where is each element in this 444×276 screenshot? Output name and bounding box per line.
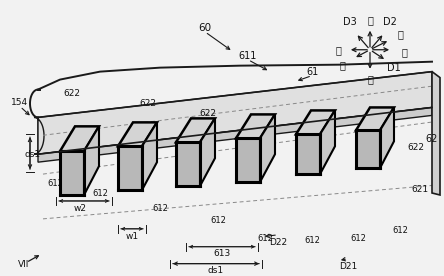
Text: VII: VII <box>18 260 29 269</box>
Text: 左: 左 <box>335 45 341 55</box>
Text: 622: 622 <box>408 143 424 152</box>
Polygon shape <box>236 138 260 182</box>
Text: 下: 下 <box>367 75 373 84</box>
Polygon shape <box>320 110 335 174</box>
Polygon shape <box>200 118 215 186</box>
Text: D2: D2 <box>383 17 397 27</box>
Text: 612: 612 <box>392 226 408 235</box>
Polygon shape <box>60 126 99 151</box>
Polygon shape <box>296 134 320 174</box>
Text: 612: 612 <box>350 234 366 243</box>
Text: 前: 前 <box>339 61 345 71</box>
Polygon shape <box>84 126 99 195</box>
Text: 后: 后 <box>397 29 403 39</box>
Text: 622: 622 <box>366 133 384 142</box>
Text: 623: 623 <box>255 123 273 132</box>
Polygon shape <box>38 72 432 154</box>
Text: 154: 154 <box>12 98 28 107</box>
Text: 621: 621 <box>412 185 428 193</box>
Text: ds1: ds1 <box>208 266 224 275</box>
Polygon shape <box>118 122 157 146</box>
Polygon shape <box>380 107 394 168</box>
Polygon shape <box>34 117 44 154</box>
Text: 613: 613 <box>214 249 230 258</box>
Polygon shape <box>38 107 432 162</box>
Polygon shape <box>142 122 157 190</box>
Text: 612: 612 <box>304 236 320 245</box>
Text: D22: D22 <box>269 238 287 247</box>
Text: 622: 622 <box>254 117 270 126</box>
Polygon shape <box>260 115 275 182</box>
Text: 62: 62 <box>426 134 438 144</box>
Polygon shape <box>432 72 440 195</box>
Polygon shape <box>236 115 275 138</box>
Text: 612: 612 <box>210 216 226 225</box>
Polygon shape <box>356 130 380 168</box>
Text: 60: 60 <box>198 23 211 33</box>
Polygon shape <box>176 142 200 186</box>
Text: w1: w1 <box>126 232 139 241</box>
Text: 622: 622 <box>139 99 156 108</box>
Polygon shape <box>176 118 215 142</box>
Text: D1: D1 <box>387 63 401 73</box>
Text: 622: 622 <box>199 109 217 118</box>
Text: 右: 右 <box>401 47 407 57</box>
Text: 61: 61 <box>306 67 318 77</box>
Polygon shape <box>118 146 142 190</box>
Polygon shape <box>60 151 84 195</box>
Text: 612: 612 <box>47 179 63 188</box>
Text: D21: D21 <box>339 262 357 271</box>
Text: w2: w2 <box>74 205 87 213</box>
Text: 612: 612 <box>152 205 168 213</box>
Polygon shape <box>296 110 335 134</box>
Text: 上: 上 <box>367 15 373 25</box>
Text: 611: 611 <box>239 51 257 61</box>
Text: 622: 622 <box>63 89 80 98</box>
Text: 622: 622 <box>308 125 325 134</box>
Text: 612: 612 <box>92 190 108 198</box>
Text: ds1: ds1 <box>24 150 40 159</box>
Text: 612: 612 <box>257 234 273 243</box>
Polygon shape <box>356 107 394 130</box>
Text: D3: D3 <box>343 17 357 27</box>
